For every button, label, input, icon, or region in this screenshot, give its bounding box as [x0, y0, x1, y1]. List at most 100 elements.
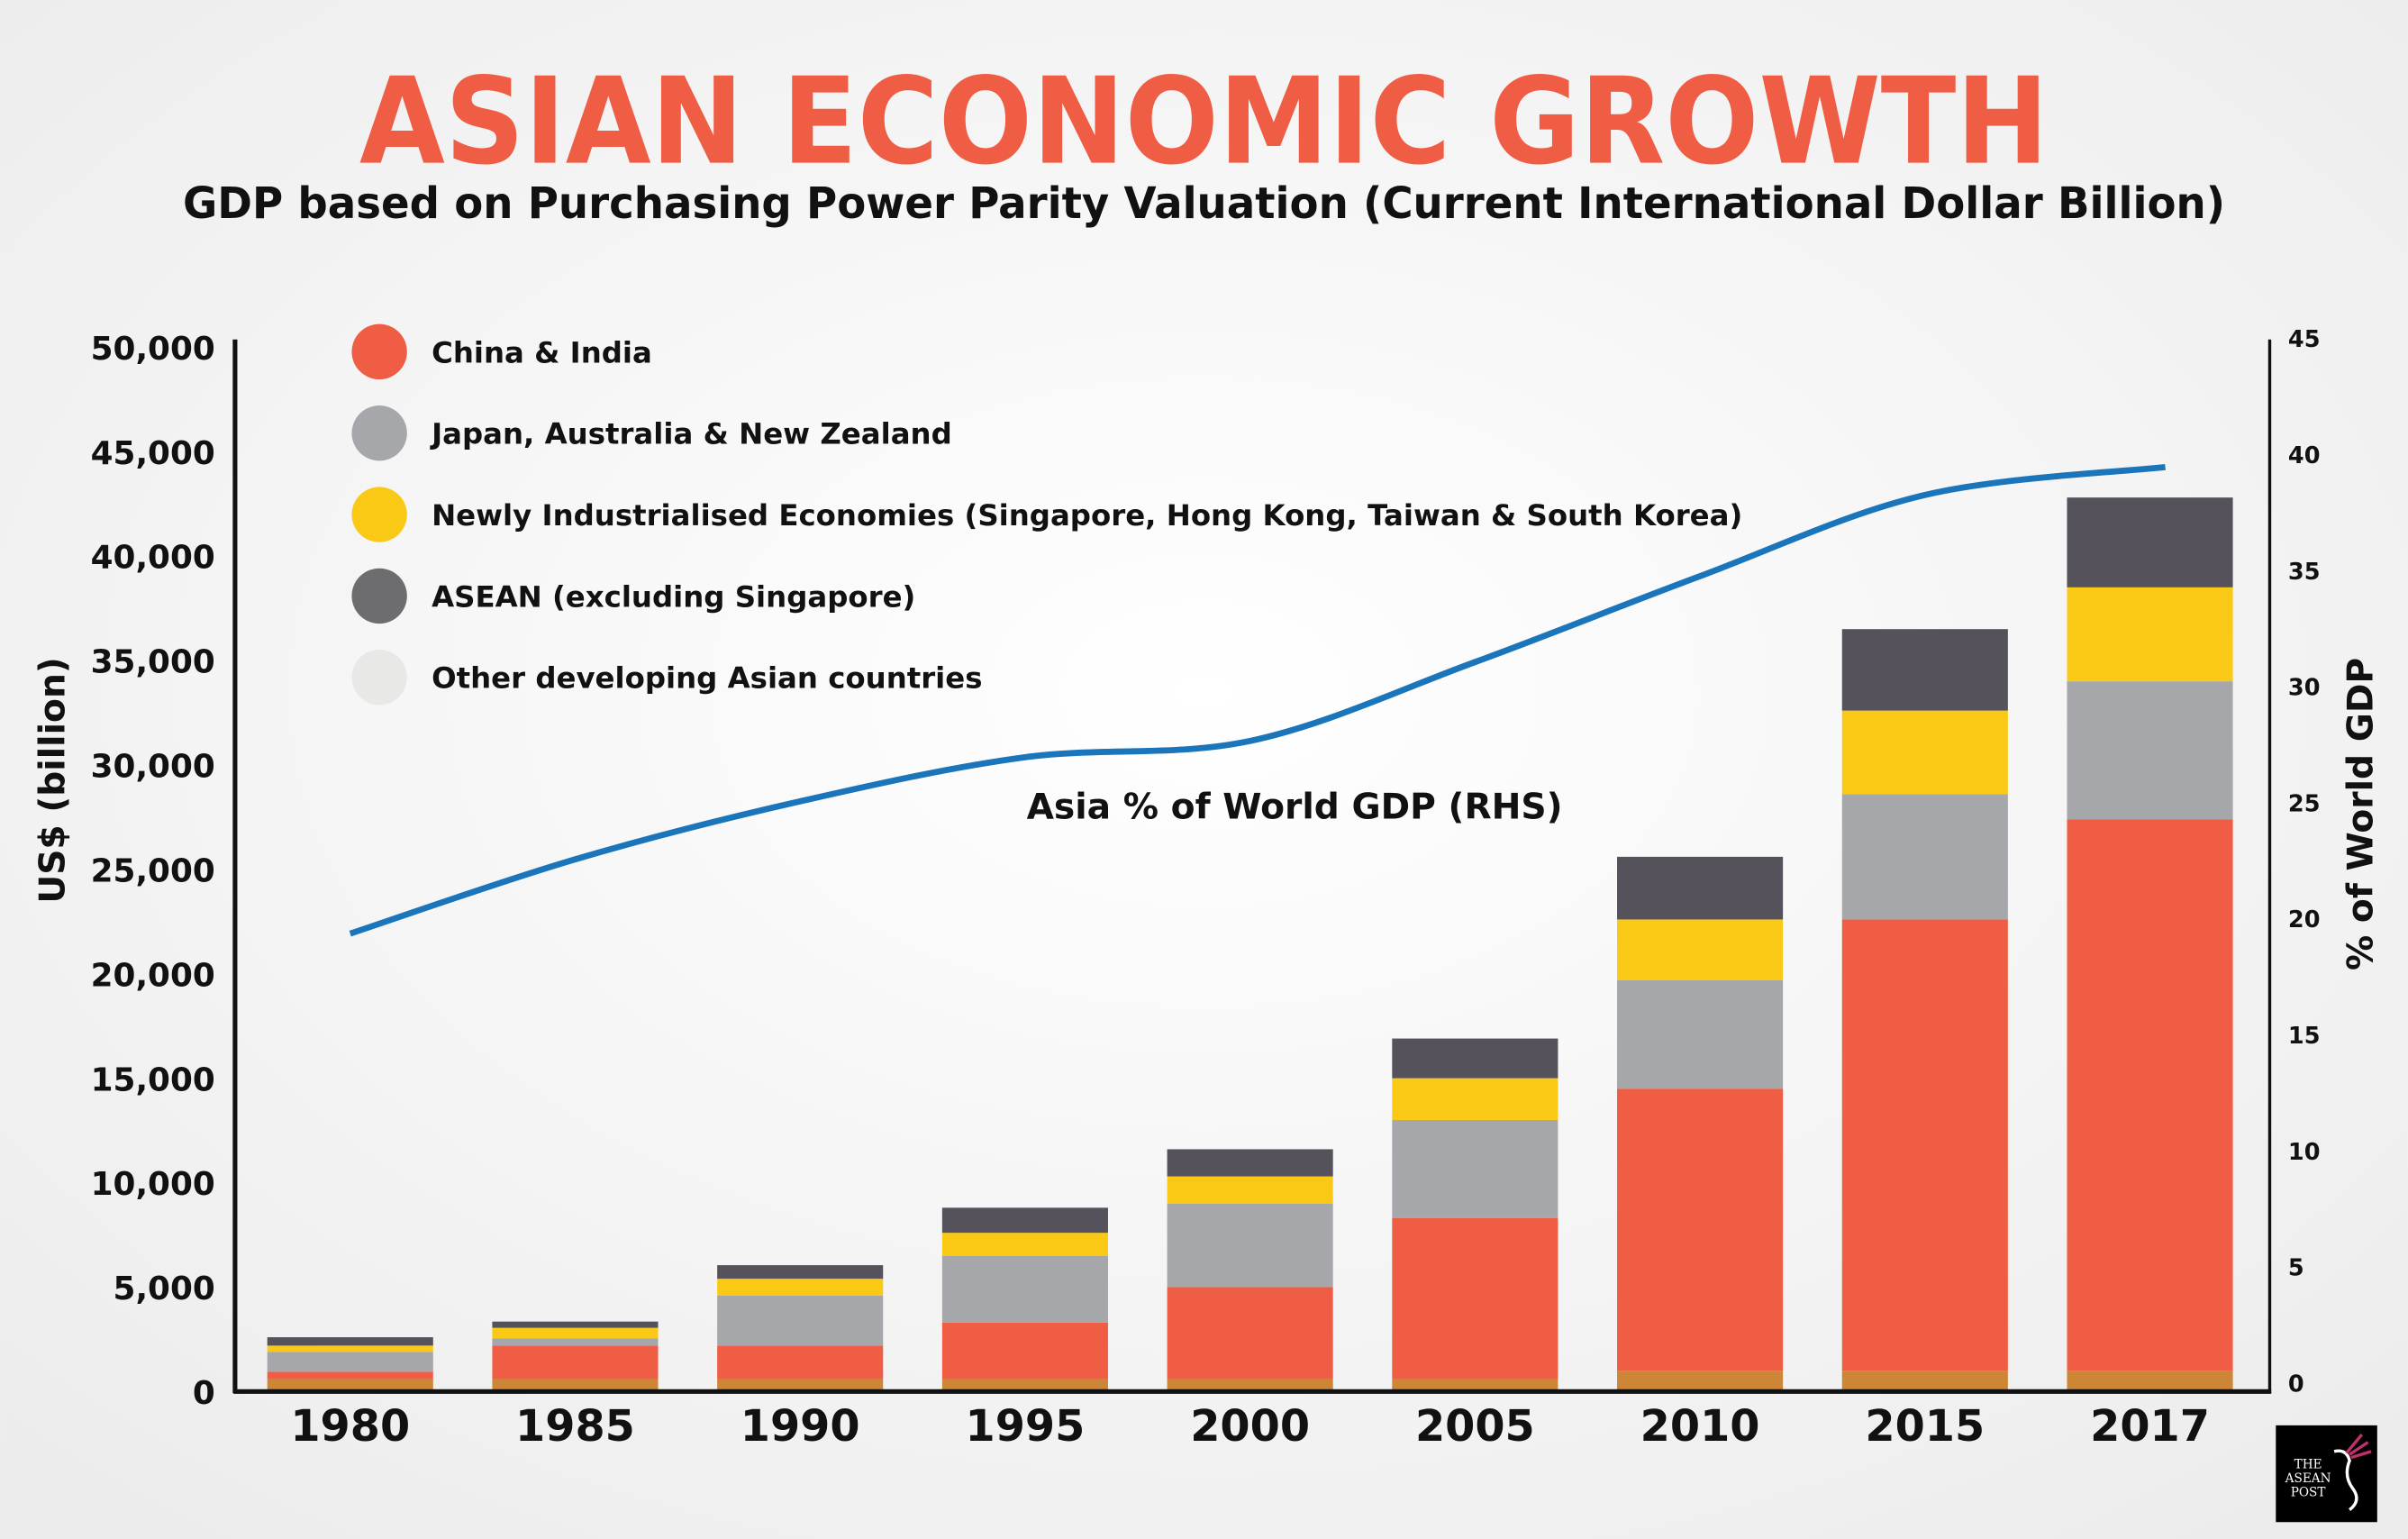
legend-label: China & India: [432, 335, 652, 369]
y-tick-label: 0: [193, 1375, 215, 1412]
legend-swatch: [351, 323, 407, 380]
legend-label: Newly Industrialised Economies (Singapor…: [432, 498, 1742, 533]
bar-segment: [2067, 587, 2233, 682]
bar-segment: [941, 1207, 1108, 1234]
y2-axis-ticks: 0 5 10 15 20 25 30 35 40 45: [2288, 326, 2321, 1398]
y2-tick-label: 40: [2288, 442, 2321, 469]
bar-segment: [941, 1255, 1108, 1323]
line-label: Asia % of World GDP (RHS): [1027, 788, 1563, 828]
y-tick-label: 5,000: [114, 1270, 215, 1307]
y-tick-label: 10,000: [91, 1166, 215, 1203]
legend-swatch: [351, 487, 407, 542]
legend-label: ASEAN (excluding Singapore): [432, 579, 915, 614]
bar-segment: [1841, 794, 2008, 920]
bar-segment: [1617, 919, 1784, 980]
y-tick-label: 15,000: [91, 1061, 215, 1098]
legend-label: Japan, Australia & New Zealand: [430, 417, 952, 451]
legend-swatch: [351, 405, 407, 461]
bar-segment: [2067, 1371, 2233, 1392]
bar-segment: [492, 1338, 659, 1346]
y2-tick-label: 20: [2288, 906, 2321, 933]
bar-segment: [2067, 497, 2233, 587]
x-tick-label: 2010: [1640, 1402, 1760, 1452]
bar-segment: [1617, 856, 1784, 920]
x-tick-label: 1985: [515, 1402, 635, 1452]
bar-segment: [2067, 819, 2233, 1371]
y-axis-ticks: 0 5,000 10,000 15,000 20,000 25,000 30,000 35,0…: [91, 331, 215, 1412]
bar-segment: [941, 1379, 1108, 1392]
bar-segment: [1167, 1287, 1333, 1380]
svg-text:THE: THE: [2294, 1458, 2322, 1472]
bar-segment: [717, 1379, 884, 1392]
bar-segment: [1167, 1379, 1333, 1392]
bar-segment: [717, 1345, 884, 1380]
y-tick-label: 35,000: [91, 644, 215, 681]
y2-tick-label: 30: [2288, 675, 2321, 702]
y-tick-label: 50,000: [91, 331, 215, 368]
svg-text:POST: POST: [2291, 1485, 2326, 1499]
bar-segment: [1617, 979, 1784, 1089]
bar-segment: [267, 1352, 433, 1372]
y-tick-label: 40,000: [91, 540, 215, 577]
bar-segment: [1841, 710, 2008, 795]
legend-item: Other developing Asian countries: [351, 650, 983, 706]
y-axis-label: US$ (billion): [33, 657, 74, 903]
legend-item: ASEAN (excluding Singapore): [351, 568, 915, 624]
bar-segment: [1167, 1149, 1333, 1177]
bar-segment: [1392, 1379, 1558, 1392]
logo: THE ASEAN POST: [2276, 1425, 2377, 1523]
y-tick-label: 20,000: [91, 957, 215, 994]
legend-swatch: [351, 568, 407, 624]
y-tick-label: 30,000: [91, 749, 215, 786]
bar-segment: [717, 1279, 884, 1296]
x-axis-ticks: 1980 1985 1990 1995 2000 2005 2010 2015 2017: [290, 1402, 2210, 1452]
y2-tick-label: 25: [2288, 790, 2321, 817]
bar-segment: [1167, 1176, 1333, 1204]
legend-item: China & India: [351, 323, 652, 380]
x-tick-label: 1980: [290, 1402, 410, 1452]
x-tick-label: 2005: [1415, 1402, 1535, 1452]
bar-segment: [1841, 919, 2008, 1371]
bar-segment: [1392, 1078, 1558, 1120]
bar-segment: [267, 1371, 433, 1380]
bar-segment: [1392, 1217, 1558, 1380]
y2-tick-label: 10: [2288, 1139, 2321, 1166]
bar-segment: [941, 1233, 1108, 1256]
y2-tick-label: 35: [2288, 559, 2321, 586]
bar-segment: [492, 1379, 659, 1392]
bar-segment: [492, 1321, 659, 1328]
legend: China & India Japan, Australia & New Zeal…: [351, 323, 1742, 706]
bar-segment: [717, 1265, 884, 1279]
x-tick-label: 2000: [1190, 1402, 1310, 1452]
bar-segment: [267, 1345, 433, 1352]
bar-segment: [1392, 1119, 1558, 1218]
legend-item: Japan, Australia & New Zealand: [351, 405, 952, 461]
bar-segment: [492, 1345, 659, 1380]
bar-segment: [267, 1337, 433, 1346]
bar-segment: [717, 1295, 884, 1346]
chart-title: ASIAN ECONOMIC GROWTH: [359, 53, 2049, 192]
y-tick-label: 45,000: [91, 435, 215, 472]
y2-tick-label: 15: [2288, 1023, 2321, 1050]
bar-segment: [267, 1379, 433, 1392]
x-tick-label: 2015: [1865, 1402, 1985, 1452]
bar-segment: [1841, 629, 2008, 711]
x-tick-label: 1990: [741, 1402, 860, 1452]
y-tick-label: 25,000: [91, 852, 215, 889]
bars: [267, 497, 2233, 1392]
bar-segment: [1167, 1203, 1333, 1288]
x-tick-label: 1995: [966, 1402, 1086, 1452]
bar-segment: [492, 1327, 659, 1339]
bar-segment: [1841, 1371, 2008, 1392]
asia-share-line: [349, 463, 2166, 937]
y2-tick-label: 45: [2288, 326, 2321, 353]
svg-text:ASEAN: ASEAN: [2285, 1471, 2331, 1486]
y2-tick-label: 0: [2288, 1371, 2304, 1398]
legend-item: Newly Industrialised Economies (Singapor…: [351, 487, 1742, 542]
bar-segment: [1392, 1038, 1558, 1079]
bar-segment: [941, 1322, 1108, 1380]
chart-subtitle: GDP based on Purchasing Power Parity Val…: [183, 179, 2225, 229]
bar-segment: [2067, 681, 2233, 820]
bar-segment: [1617, 1371, 1784, 1392]
